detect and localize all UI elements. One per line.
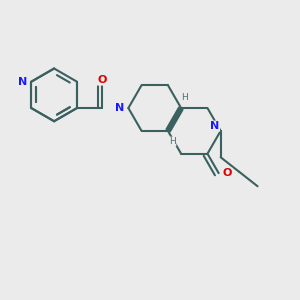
Text: H: H (169, 137, 176, 146)
Text: O: O (223, 168, 232, 178)
Text: N: N (18, 77, 27, 87)
Text: H: H (182, 93, 188, 102)
Text: O: O (97, 75, 107, 85)
Text: N: N (115, 103, 124, 113)
Text: N: N (210, 121, 220, 131)
